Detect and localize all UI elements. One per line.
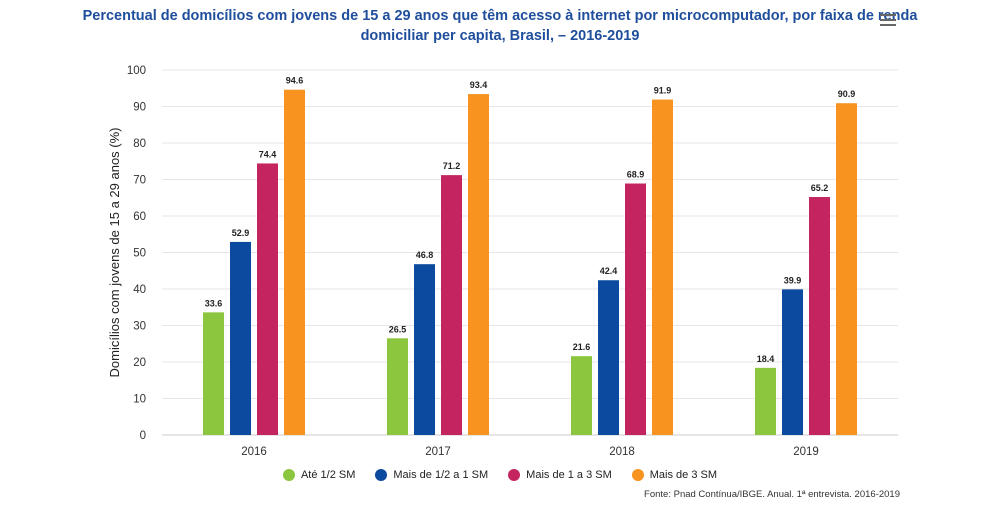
bar	[414, 264, 435, 435]
y-tick-label: 70	[133, 175, 146, 187]
bar	[203, 312, 224, 435]
data-label: 71.2	[443, 161, 461, 171]
bar	[625, 183, 646, 435]
data-label: 52.9	[232, 228, 250, 238]
chart-legend: Até 1/2 SM Mais de 1/2 a 1 SM Mais de 1 a …	[0, 469, 1000, 481]
legend-item[interactable]: Até 1/2 SM	[282, 469, 356, 481]
bar	[284, 89, 305, 436]
data-label: 46.8	[416, 250, 434, 260]
bar	[230, 241, 251, 435]
legend-label: Até 1/2 SM	[300, 469, 356, 481]
legend-marker	[631, 469, 644, 481]
bar	[441, 175, 462, 435]
x-tick-label: 2019	[793, 446, 819, 458]
bar	[598, 280, 619, 435]
source-note: Fonte: Pnad Contínua/IBGE. Anual. 1ª ent…	[644, 489, 900, 500]
legend-marker	[508, 469, 521, 481]
legend-item[interactable]: Mais de 3 SM	[631, 469, 718, 481]
chart-title-line2: domiciliar per capita, Brasil, – 2016-20…	[360, 28, 640, 44]
y-tick-label: 100	[127, 65, 146, 77]
legend-marker	[375, 469, 388, 481]
y-tick-label: 20	[133, 357, 146, 369]
y-tick-label: 40	[133, 284, 146, 296]
data-label: 42.4	[600, 266, 618, 276]
bar	[571, 356, 592, 435]
bar	[652, 99, 673, 435]
y-tick-label: 90	[133, 102, 146, 114]
y-tick-label: 10	[133, 394, 146, 406]
bar	[755, 367, 776, 435]
data-label: 18.4	[757, 354, 775, 364]
data-label: 21.6	[573, 342, 591, 352]
y-tick-label: 50	[133, 248, 146, 260]
legend-label: Mais de 3 SM	[649, 469, 718, 481]
bar	[809, 197, 830, 435]
y-tick-label: 0	[140, 430, 146, 442]
x-tick-label: 2018	[609, 446, 635, 458]
data-label: 39.9	[784, 275, 802, 285]
hamburger-menu-icon[interactable]	[880, 14, 896, 28]
data-label: 93.4	[470, 80, 488, 90]
data-label: 91.9	[654, 86, 672, 96]
data-label: 74.4	[259, 149, 277, 159]
y-tick-label: 60	[133, 211, 146, 223]
data-label: 90.9	[838, 89, 856, 99]
y-tick-label: 80	[133, 138, 146, 150]
data-label: 33.6	[205, 298, 223, 308]
legend-marker	[282, 469, 295, 481]
data-label: 94.6	[286, 76, 304, 86]
bar	[468, 94, 489, 435]
legend-item[interactable]: Mais de 1 a 3 SM	[508, 469, 612, 481]
bar	[387, 338, 408, 435]
y-tick-label: 30	[133, 321, 146, 333]
legend-item[interactable]: Mais de 1/2 a 1 SM	[375, 469, 488, 481]
legend-label: Mais de 1/2 a 1 SM	[393, 469, 489, 481]
x-tick-label: 2017	[425, 446, 451, 458]
y-axis-label: Domicílios com jovens de 15 a 29 anos (%…	[107, 127, 122, 377]
bar	[782, 289, 803, 435]
chart-title: Percentual de domicílios com jovens de 1…	[60, 6, 940, 46]
chart-title-line1: Percentual de domicílios com jovens de 1…	[82, 8, 918, 24]
legend-label: Mais de 1 a 3 SM	[526, 469, 612, 481]
data-label: 26.5	[389, 324, 407, 334]
data-label: 65.2	[811, 183, 829, 193]
x-tick-label: 2016	[241, 446, 267, 458]
bar	[257, 163, 278, 435]
bar	[836, 103, 857, 435]
data-label: 68.9	[627, 170, 645, 180]
